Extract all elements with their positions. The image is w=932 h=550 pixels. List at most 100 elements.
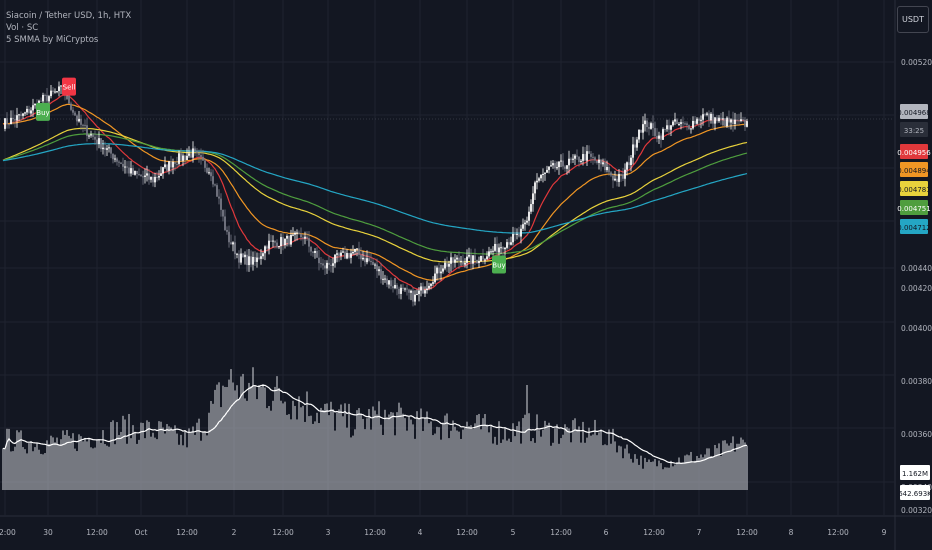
candle: [94, 136, 96, 140]
volume-bar: [288, 414, 290, 490]
volume-bar: [690, 451, 692, 490]
candle: [554, 163, 556, 169]
volume-bar: [504, 427, 506, 490]
candle: [402, 287, 404, 289]
volume-bar: [214, 389, 216, 490]
volume-bar: [176, 433, 178, 490]
time-tick-label: 12:00: [0, 528, 16, 537]
volume-bar: [486, 424, 488, 490]
candle: [264, 246, 266, 254]
volume-bar: [318, 423, 320, 490]
volume-bar: [464, 427, 466, 490]
volume-bar: [736, 443, 738, 490]
symbol-title[interactable]: Siacoin / Tether USD, 1h, HTX: [6, 11, 132, 21]
time-tick-label: 7: [697, 528, 702, 537]
volume-bar: [310, 415, 312, 490]
volume-bar: [520, 443, 522, 490]
candle: [364, 257, 366, 263]
candle: [462, 260, 464, 265]
candle: [76, 115, 78, 122]
candle: [380, 269, 382, 280]
candle: [726, 117, 728, 127]
candlestick-series: [4, 81, 748, 307]
volume-bar: [252, 367, 254, 490]
volume-bar: [46, 440, 48, 490]
volume-bar: [500, 442, 502, 490]
candle: [432, 282, 434, 284]
time-tick-label: 5: [511, 528, 516, 537]
volume-bar: [746, 445, 748, 490]
candle: [400, 287, 402, 294]
volume-bar: [54, 442, 56, 490]
volume-bar: [686, 454, 688, 490]
volume-bar: [636, 458, 638, 490]
candle: [74, 112, 76, 116]
volume-bar: [614, 441, 616, 490]
candle: [550, 165, 552, 167]
candle: [26, 108, 28, 113]
volume-bar: [120, 431, 122, 490]
volume-bar: [376, 414, 378, 490]
candle: [742, 119, 744, 121]
candle: [394, 284, 396, 289]
volume-bar: [586, 437, 588, 490]
volume-bar: [360, 413, 362, 490]
volume-bar: [202, 432, 204, 490]
sell-label-box: [62, 77, 76, 96]
volume-bar: [88, 438, 90, 490]
candle: [190, 153, 192, 158]
candle: [192, 148, 194, 158]
indicator-legend[interactable]: 5 SMMA by MiCryptos: [6, 35, 99, 45]
candle: [196, 150, 198, 153]
candle: [274, 240, 276, 243]
volume-bar: [698, 458, 700, 490]
volume-bar: [42, 454, 44, 490]
price-tick-label: 0.003200: [901, 506, 932, 515]
volume-bar: [66, 430, 68, 490]
volume-bar: [428, 423, 430, 490]
candle: [8, 124, 10, 126]
volume-legend[interactable]: Vol · SC: [6, 23, 39, 33]
volume-bar: [40, 453, 42, 490]
volume-bar: [724, 440, 726, 490]
candle: [614, 178, 616, 181]
candle: [708, 113, 710, 121]
candle: [306, 236, 308, 239]
currency-button[interactable]: USDT: [897, 6, 929, 33]
candle: [738, 120, 740, 122]
time-tick-label: 9: [882, 528, 887, 537]
sell-signal-label: Sell: [63, 84, 76, 92]
volume-bar: [12, 451, 14, 490]
candle: [574, 155, 576, 159]
candle: [244, 254, 246, 258]
volume-bar: [222, 385, 224, 490]
candle: [110, 147, 112, 154]
candle: [490, 251, 492, 253]
volume-bar: [56, 437, 58, 490]
candle: [496, 243, 498, 253]
candle: [96, 139, 98, 144]
candle: [712, 113, 714, 124]
volume-bar: [442, 422, 444, 490]
volume-bar: [250, 386, 252, 490]
volume-bar: [346, 427, 348, 490]
volume-label-box: [900, 485, 930, 500]
volume-bar: [234, 390, 236, 490]
price-label: 0.004712: [897, 224, 930, 232]
candle: [406, 288, 408, 290]
candle: [570, 158, 572, 160]
volume-bar: [710, 455, 712, 490]
volume-bar: [512, 423, 514, 490]
candle: [684, 123, 686, 125]
candle: [314, 250, 316, 253]
volume-pane: [2, 367, 748, 490]
candle: [258, 257, 260, 259]
volume-bar: [166, 424, 168, 490]
volume-bar: [182, 445, 184, 490]
volume-bar: [490, 425, 492, 490]
volume-bar: [24, 449, 26, 490]
candle: [572, 158, 574, 160]
candle: [168, 161, 170, 171]
